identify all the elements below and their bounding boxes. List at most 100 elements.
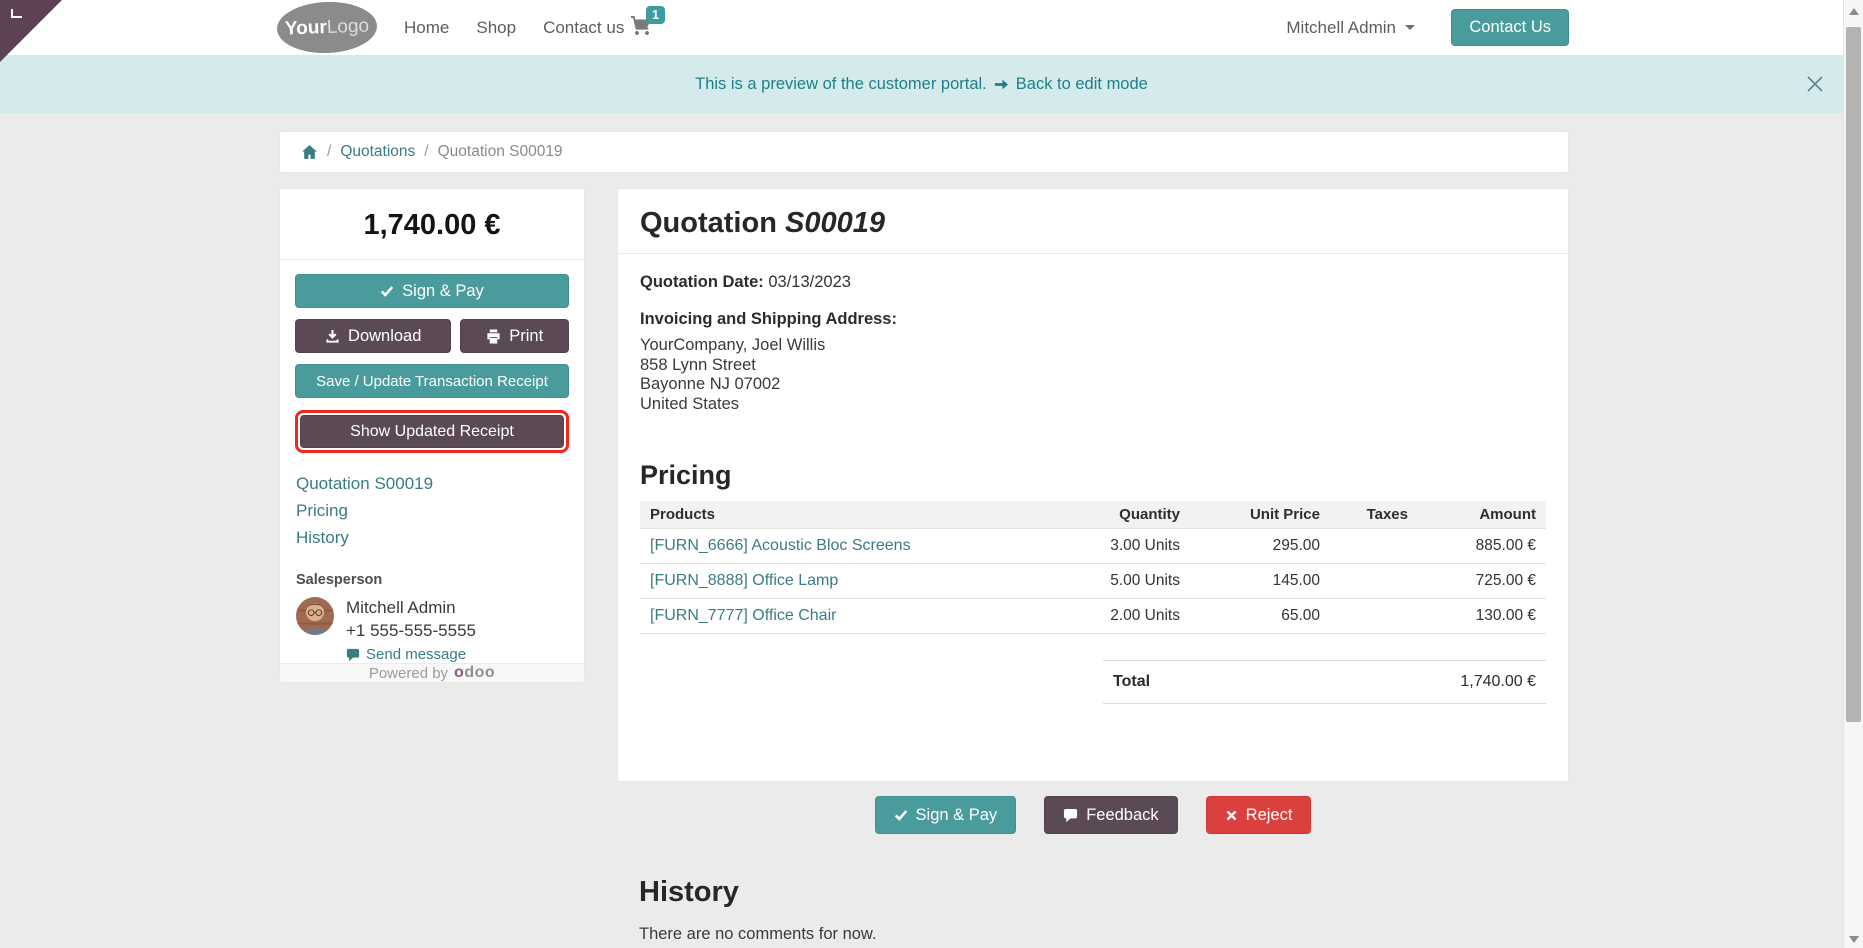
salesperson-name: Mitchell Admin — [346, 598, 456, 617]
product-link[interactable]: [FURN_6666] Acoustic Bloc Screens — [650, 537, 911, 554]
highlight-annotation: Show Updated Receipt — [295, 410, 569, 453]
amount-cell: 725.00 € — [1418, 563, 1546, 599]
taxes-cell — [1330, 598, 1418, 634]
table-row: [FURN_8888] Office Lamp 5.00 Units 145.0… — [640, 563, 1546, 599]
unit-price-cell: 145.00 — [1190, 563, 1330, 599]
main-nav: Home Shop Contact us — [404, 0, 624, 55]
cart-count-badge: 1 — [646, 6, 665, 24]
user-name: Mitchell Admin — [1286, 17, 1396, 37]
quotation-reference: S00019 — [784, 207, 885, 239]
sign-and-pay-bottom-label: Sign & Pay — [915, 805, 998, 824]
reject-button[interactable]: Reject — [1205, 796, 1312, 834]
column-header-products: Products — [640, 501, 1045, 529]
banner-message: This is a preview of the customer portal… — [695, 74, 987, 93]
send-message-link[interactable]: Send message — [346, 646, 476, 663]
comment-icon — [346, 648, 360, 661]
nav-link[interactable]: Home — [404, 17, 450, 37]
address-line: United States — [640, 394, 740, 413]
chevron-down-icon — [1405, 25, 1415, 30]
column-header-amount: Amount — [1418, 501, 1546, 529]
contact-us-button[interactable]: Contact Us — [1451, 9, 1569, 46]
printer-icon — [487, 328, 500, 344]
editor-corner-ribbon[interactable] — [0, 0, 62, 62]
address-line: 858 Lynn Street — [640, 355, 756, 374]
sign-and-pay-button[interactable]: Sign & Pay — [295, 274, 569, 308]
show-updated-receipt-button[interactable]: Show Updated Receipt — [300, 415, 564, 448]
odoo-logo[interactable]: odoo — [454, 664, 496, 681]
pricing-table-header-row: Products Quantity Unit Price Taxes Amoun… — [640, 501, 1546, 529]
sidebar-anchor-link[interactable]: Pricing — [296, 501, 348, 520]
salesperson-section: Salesperson Mitch — [280, 551, 584, 663]
salesperson-label: Salesperson — [296, 572, 383, 588]
breadcrumb-separator: / — [327, 143, 332, 160]
pricing-section-title: Pricing — [640, 460, 732, 490]
quotation-date-row: Quotation Date: 03/13/2023 — [640, 273, 1546, 292]
sidebar-anchor-link[interactable]: History — [296, 528, 349, 547]
address-line: Bayonne NJ 07002 — [640, 375, 781, 393]
product-link[interactable]: [FURN_7777] Office Chair — [650, 607, 837, 624]
quantity-cell: 3.00 Units — [1045, 528, 1190, 564]
breadcrumb-home-link[interactable] — [301, 144, 318, 161]
feedback-button[interactable]: Feedback — [1044, 796, 1178, 834]
bottom-actions: Sign & Pay Feedback Reject — [617, 796, 1569, 834]
print-label: Print — [509, 326, 544, 345]
feedback-label: Feedback — [1086, 805, 1159, 824]
scrollbar-up-arrow-icon[interactable] — [1849, 8, 1859, 15]
sidebar-actions: Sign & Pay Download Print Save / Update … — [280, 260, 584, 453]
column-header-unit-price: Unit Price — [1190, 501, 1330, 529]
product-cell: [FURN_8888] Office Lamp — [640, 563, 1045, 599]
avatar — [296, 597, 334, 635]
total-amount: 1,740.00 € — [280, 189, 584, 260]
nav-link[interactable]: Contact us — [543, 17, 625, 37]
back-to-edit-link[interactable]: Back to edit mode — [1015, 74, 1148, 93]
nav-item: Home — [404, 18, 449, 38]
download-button[interactable]: Download — [295, 319, 452, 353]
top-header: Your Logo Home Shop Contact us 1 Mitchell A… — [0, 0, 1843, 55]
breadcrumb: / Quotations / Quotation S00019 — [279, 131, 1569, 173]
page-scrollbar[interactable] — [1843, 0, 1863, 948]
check-icon — [380, 286, 394, 297]
pricing-table: Products Quantity Unit Price Taxes Amoun… — [640, 501, 1546, 634]
quotation-sidebar: 1,740.00 € Sign & Pay Download Print Sav… — [279, 188, 585, 682]
column-header-taxes: Taxes — [1330, 501, 1418, 529]
address-block: YourCompany, Joel Willis 858 Lynn Street B… — [640, 336, 1546, 414]
unit-price-cell: 295.00 — [1190, 528, 1330, 564]
breadcrumb-quotations-link[interactable]: Quotations — [340, 143, 416, 160]
product-link[interactable]: [FURN_8888] Office Lamp — [650, 572, 839, 589]
taxes-cell — [1330, 563, 1418, 599]
quantity-cell: 2.00 Units — [1045, 598, 1190, 634]
amount-cell: 885.00 € — [1418, 528, 1546, 564]
powered-by-footer: Powered by odoo — [280, 663, 584, 682]
home-icon — [301, 144, 318, 161]
column-header-quantity: Quantity — [1045, 501, 1190, 529]
unit-price-cell: 65.00 — [1190, 598, 1330, 634]
quotation-date-label: Quotation Date: — [640, 273, 764, 291]
print-button[interactable]: Print — [460, 319, 569, 353]
sign-and-pay-bottom-button[interactable]: Sign & Pay — [874, 796, 1017, 834]
salesperson-phone: +1 555-555-5555 — [346, 621, 476, 640]
history-empty-message: There are no comments for now. — [639, 925, 877, 943]
cart-icon — [631, 16, 651, 35]
scrollbar-down-arrow-icon[interactable] — [1849, 936, 1859, 943]
download-icon — [326, 329, 339, 343]
quotation-title: Quotation S00019 — [618, 189, 1568, 254]
quotation-title-prefix: Quotation — [640, 207, 777, 239]
cart-button[interactable]: 1 — [630, 6, 665, 39]
preview-banner: This is a preview of the customer portal… — [0, 55, 1843, 113]
x-icon — [1226, 810, 1237, 820]
banner-close-button[interactable] — [1803, 72, 1827, 96]
user-menu[interactable]: Mitchell Admin — [1286, 0, 1415, 55]
save-update-receipt-button[interactable]: Save / Update Transaction Receipt — [295, 364, 569, 398]
company-logo[interactable]: Your Logo — [276, 0, 378, 55]
address-line: YourCompany, Joel Willis — [640, 336, 826, 354]
address-label: Invoicing and Shipping Address: — [640, 310, 897, 328]
nav-link[interactable]: Shop — [476, 17, 517, 37]
breadcrumb-separator: / — [424, 143, 429, 160]
comment-icon — [1064, 808, 1078, 822]
sidebar-anchor-link[interactable]: Quotation S00019 — [296, 474, 434, 493]
logo-text-logo: Logo — [326, 15, 370, 38]
logo-text-your: Your — [284, 16, 328, 39]
scrollbar-thumb[interactable] — [1846, 27, 1861, 722]
total-label: Total — [1113, 673, 1151, 690]
breadcrumb-current: Quotation S00019 — [437, 143, 563, 160]
